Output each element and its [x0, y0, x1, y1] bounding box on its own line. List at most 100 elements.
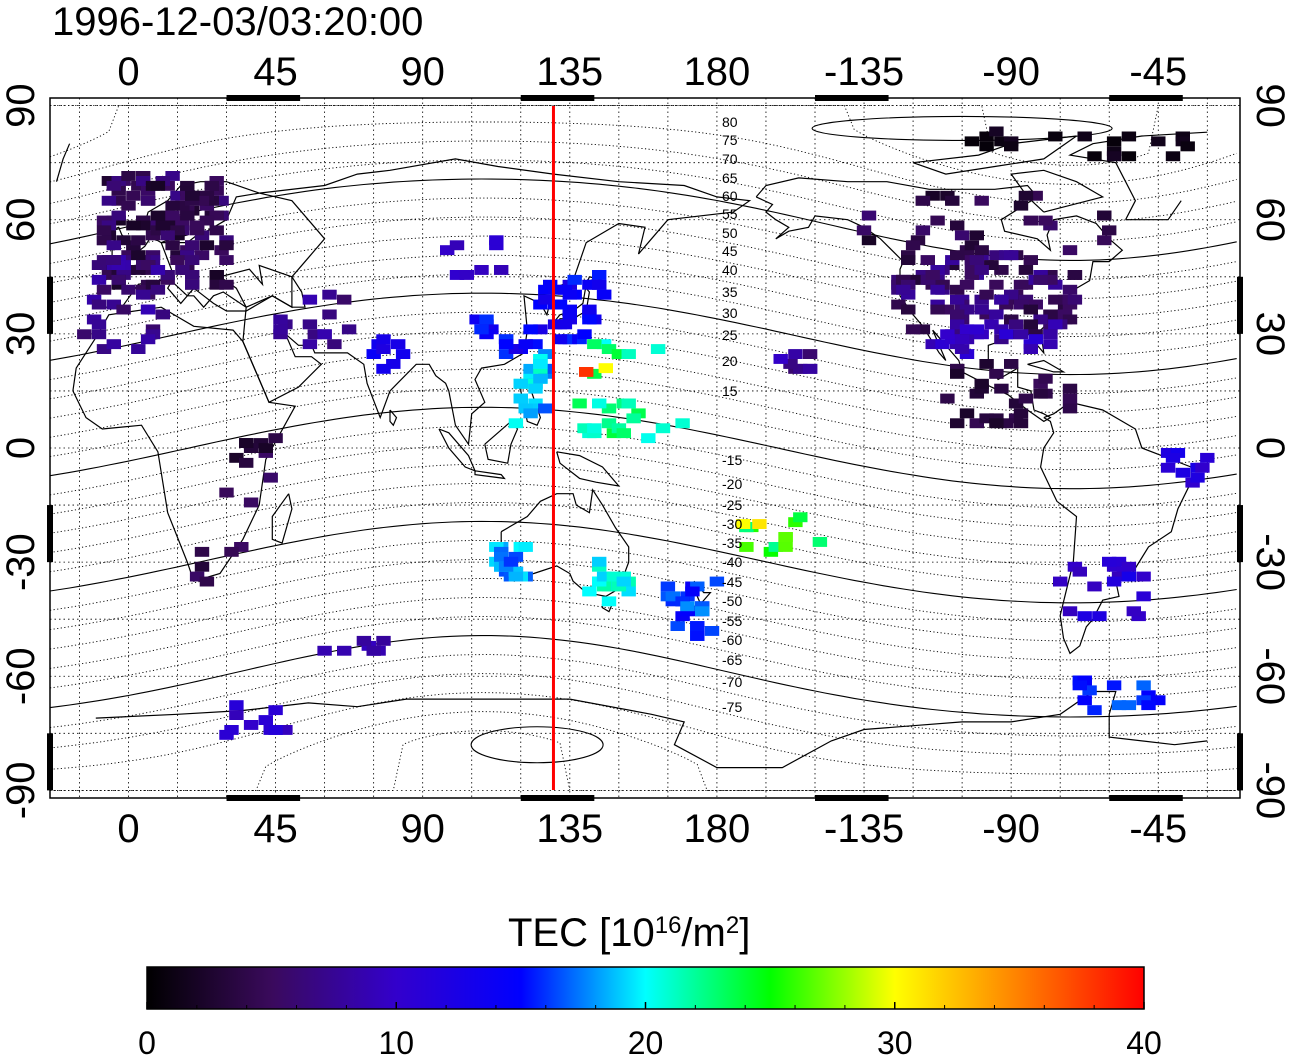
- coastline-borneo: [484, 420, 519, 464]
- tec-pixel: [170, 225, 185, 236]
- frame-tick: [47, 733, 53, 791]
- contour-line: [50, 444, 1237, 528]
- tec-pixel: [199, 190, 215, 201]
- tec-pixel: [959, 304, 975, 315]
- tec-pixel: [126, 220, 141, 231]
- tec-pixel: [494, 546, 509, 557]
- tec-pixel: [969, 418, 984, 429]
- coastline-africa: [72, 306, 297, 582]
- tec-pixel: [935, 279, 950, 290]
- tec-pixel: [690, 581, 705, 592]
- tec-pixel: [1062, 383, 1078, 394]
- tec-pixel: [778, 542, 793, 552]
- tec-pixel: [552, 299, 568, 310]
- tec-pixel: [954, 344, 970, 354]
- tec-pixel: [474, 324, 489, 335]
- tec-pixel: [709, 576, 725, 587]
- contour-label: 30: [722, 305, 738, 321]
- tec-pixel: [567, 274, 582, 285]
- tec-pixel: [121, 171, 136, 181]
- tec-pixel: [219, 235, 234, 246]
- tec-pixel: [1092, 611, 1107, 622]
- tec-pixel: [1102, 225, 1117, 236]
- tec-pixel: [959, 279, 975, 290]
- lat-tick-label-left: 60: [0, 197, 43, 242]
- tec-pixel: [557, 319, 573, 330]
- contour-label: 40: [722, 262, 738, 278]
- tec-pixel: [626, 413, 641, 424]
- tec-pixel: [1057, 294, 1073, 305]
- frame-tick: [520, 795, 595, 801]
- tec-pixel: [327, 339, 342, 350]
- tec-pixel: [234, 542, 249, 552]
- tec-pixel: [577, 423, 592, 434]
- tec-pixel: [449, 240, 465, 251]
- tec-pixel: [199, 215, 215, 226]
- tec-pixel: [538, 403, 553, 414]
- tec-pixel: [1185, 477, 1200, 488]
- tec-pixel: [479, 314, 494, 325]
- tec-pixel: [322, 289, 337, 300]
- tec-pixel: [989, 250, 1004, 261]
- tec-pixel: [302, 339, 318, 350]
- tec-pixel: [592, 279, 607, 290]
- contour-label: 75: [722, 132, 738, 148]
- tec-pixel: [690, 621, 705, 631]
- tec-pixel: [243, 443, 259, 453]
- tec-pixel: [1057, 309, 1073, 320]
- tec-pixel: [136, 289, 151, 300]
- tec-pixel: [494, 265, 509, 275]
- tec-pixel: [145, 230, 161, 241]
- tec-pixel: [1160, 462, 1176, 473]
- lon-tick-label-bottom: 0: [117, 807, 139, 851]
- contour-label: 60: [722, 188, 738, 204]
- contour-label: -15: [722, 452, 742, 468]
- contour-line: [50, 597, 1237, 680]
- tec-pixel: [1013, 200, 1029, 211]
- tec-pixel: [111, 195, 126, 206]
- tec-pixel: [185, 190, 200, 201]
- north-mag-pole-contour: [811, 115, 1113, 141]
- tec-pixel: [562, 289, 577, 300]
- tec-pixel: [582, 279, 597, 290]
- tec-pixel: [768, 542, 783, 552]
- tec-pixel: [1097, 210, 1112, 221]
- tec-pixel: [209, 210, 224, 221]
- tec-pixel: [1141, 700, 1156, 711]
- tec-pixel: [111, 185, 126, 196]
- tec-pixel: [1087, 151, 1102, 162]
- tec-pixel: [935, 339, 950, 350]
- tec-pixel: [185, 240, 200, 251]
- tec-pixel: [1028, 190, 1043, 201]
- tec-pixel: [150, 284, 166, 295]
- contour-line: [50, 159, 1237, 242]
- frame-tick: [1237, 505, 1243, 563]
- tec-pixel: [1126, 606, 1141, 617]
- tec-pixel: [224, 546, 239, 557]
- tec-pixel: [601, 403, 617, 414]
- tec-pixel: [680, 606, 695, 617]
- tec-pixel: [925, 339, 940, 350]
- tec-pixel: [180, 180, 195, 191]
- tec-pixel: [91, 299, 107, 310]
- tec-pixel: [165, 240, 180, 251]
- coastline-srilanka: [389, 409, 398, 427]
- tec-pixel: [219, 240, 234, 251]
- tec-pixel: [136, 220, 151, 231]
- tec-pixel: [91, 274, 107, 285]
- tec-pixel: [1028, 334, 1043, 345]
- tec-pixel: [1048, 294, 1063, 305]
- tec-pixel: [518, 339, 533, 350]
- tec-pixel: [209, 279, 224, 290]
- tec-pixel: [974, 195, 989, 206]
- tec-pixel: [503, 556, 519, 567]
- tec-pixel: [175, 200, 190, 211]
- tec-pixel: [106, 255, 121, 265]
- tec-pixel: [131, 235, 146, 246]
- tec-pixel: [1023, 344, 1038, 354]
- tec-pixel: [1043, 339, 1058, 350]
- tec-pixel: [194, 546, 210, 557]
- contour-line: [50, 692, 1237, 775]
- tec-pixel: [1062, 245, 1078, 256]
- tec-pixel: [788, 349, 803, 359]
